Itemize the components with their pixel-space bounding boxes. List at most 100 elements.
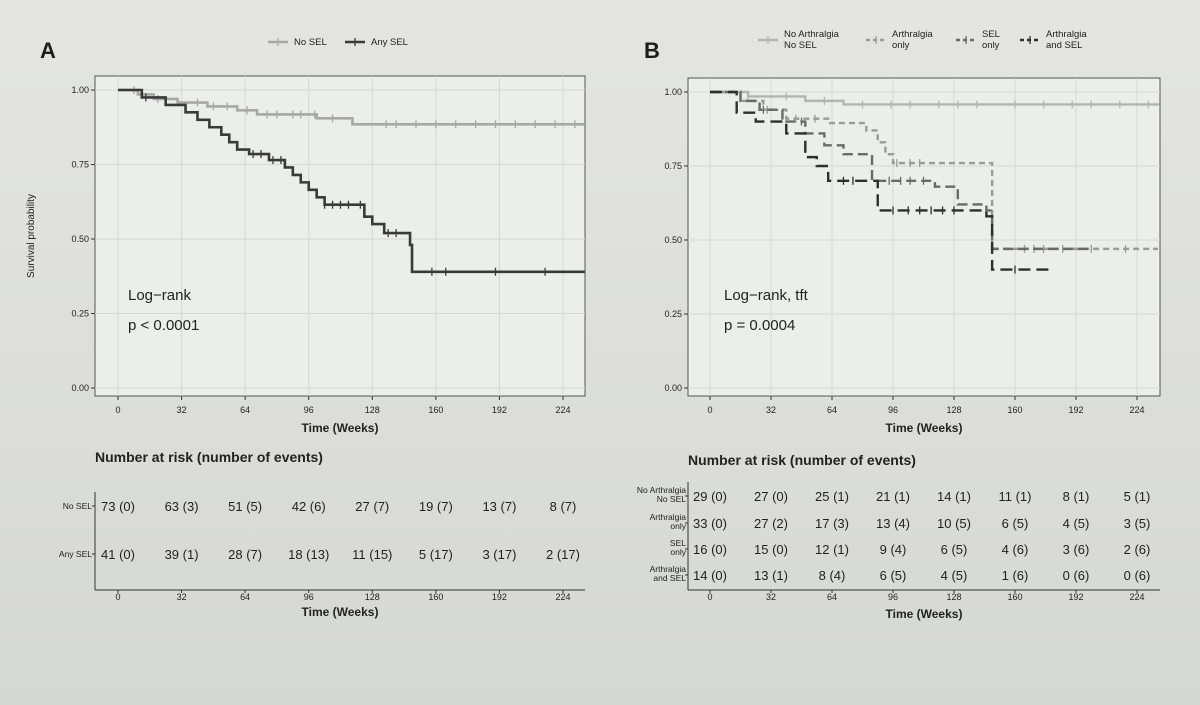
panel-b-risk-value: 14 (1) <box>937 489 971 504</box>
panel-a-risk-x-tick-label: 0 <box>115 592 120 602</box>
panel-a-legend-label: No SEL <box>294 37 327 48</box>
panel-b-legend-label: Arthralgia <box>1046 29 1087 40</box>
panel-a-risk-x-axis-label: Time (Weeks) <box>302 605 379 619</box>
panel-a-risk-value: 5 (17) <box>419 547 453 562</box>
panel-b-risk-table-title: Number at risk (number of events) <box>688 452 916 468</box>
panel-b-x-tick-label: 128 <box>946 405 961 415</box>
panel-b-risk-value: 17 (3) <box>815 516 849 531</box>
panel-a-x-tick-label: 128 <box>365 405 380 415</box>
panel-b-risk-value: 21 (1) <box>876 489 910 504</box>
panel-b-risk-row-label: only <box>670 547 686 557</box>
panel-label-a: A <box>40 38 56 63</box>
panel-a-stats-annotation: p < 0.0001 <box>128 317 199 334</box>
panel-a-risk-x-tick-label: 160 <box>428 592 443 602</box>
panel-b-legend-label: No SEL <box>784 40 817 51</box>
panel-a: A 0.00 0.25 0.50 0.75 1.00 0 32 64 96 128 160 192 22… <box>26 37 586 619</box>
panel-a-risk-x-tick-label: 224 <box>555 592 570 602</box>
panel-b-risk-value: 4 (5) <box>941 568 968 583</box>
panel-b-x-tick-label: 0 <box>707 405 712 415</box>
panel-a-risk-value: 51 (5) <box>228 499 262 514</box>
panel-b-risk-row-label: Arthralgia <box>650 564 687 574</box>
panel-b-plot-area <box>687 77 1161 397</box>
panel-b-risk-value: 3 (5) <box>1124 516 1151 531</box>
panel-a-risk-value: 19 (7) <box>419 499 453 514</box>
panel-b-risk-value: 6 (5) <box>880 568 907 583</box>
panel-b-y-tick-label: 0.25 <box>664 309 682 319</box>
panel-b-risk-x-tick-label: 0 <box>707 592 712 602</box>
panel-b-x-tick-label: 192 <box>1068 405 1083 415</box>
panel-a-risk-value: 13 (7) <box>482 499 516 514</box>
panel-b-y-tick-label: 0.75 <box>664 161 682 171</box>
panel-b-y-tick-label: 0.50 <box>664 235 682 245</box>
panel-b-risk-value: 8 (4) <box>819 568 846 583</box>
panel-b: B 0.00 0.25 0.50 0.75 1.00 0 32 64 96 128 160 192 22… <box>600 0 1200 705</box>
panel-b-risk-value: 29 (0) <box>693 489 727 504</box>
panel-b-risk-value: 27 (2) <box>754 516 788 531</box>
panel-b-risk-row-label: and SEL <box>653 573 686 583</box>
panel-b-risk-value: 11 (1) <box>999 489 1032 504</box>
panel-b-x-tick-label: 96 <box>888 405 898 415</box>
panel-a-risk-value: 39 (1) <box>165 547 199 562</box>
panel-b-risk-value: 0 (6) <box>1124 568 1151 583</box>
panel-a-risk-value: 28 (7) <box>228 547 262 562</box>
panel-b-risk-value: 0 (6) <box>1063 568 1090 583</box>
panel-a-series-line-0 <box>118 88 585 126</box>
panel-b-risk-value: 6 (5) <box>941 542 968 557</box>
panel-b-series-line-3 <box>710 90 1054 271</box>
panel-a-plot-area <box>94 75 586 397</box>
panel-b-legend-label: only <box>982 40 1000 51</box>
panel-a-risk-value: 8 (7) <box>550 499 577 514</box>
panel-a-stats-annotation: Log−rank <box>128 287 191 304</box>
panel-b-risk-value: 14 (0) <box>693 568 727 583</box>
panel-a-risk-value: 11 (15) <box>352 547 392 562</box>
panel-a-y-tick-label: 0.75 <box>71 160 89 170</box>
panel-b-risk-row-label: SEL <box>670 538 686 548</box>
panel-a-risk-x-tick-label: 32 <box>177 592 187 602</box>
panel-a-x-tick-label: 32 <box>177 405 187 415</box>
panel-b-legend-label: No Arthralgia <box>784 29 840 40</box>
panel-a-x-tick-label: 224 <box>555 405 570 415</box>
panel-b-x-axis-label: Time (Weeks) <box>886 421 963 435</box>
panel-a-risk-value: 41 (0) <box>101 547 135 562</box>
panel-a-y-tick-label: 0.25 <box>71 309 89 319</box>
panel-b-risk-value: 3 (6) <box>1063 542 1090 557</box>
panel-b-risk-row-label: only <box>670 521 686 531</box>
panel-b-risk-row-label: No Arthralgia <box>637 485 686 495</box>
panel-b-risk-value: 6 (5) <box>1002 516 1029 531</box>
panel-a-x-tick-label: 160 <box>428 405 443 415</box>
panel-b-x-tick-label: 224 <box>1129 405 1144 415</box>
panel-b-risk-value: 25 (1) <box>815 489 849 504</box>
panel-b-risk-value: 16 (0) <box>693 542 727 557</box>
panel-b-series-line-2 <box>710 90 1092 251</box>
panel-b-x-tick-label: 160 <box>1007 405 1022 415</box>
panel-a-risk-value: 2 (17) <box>546 547 580 562</box>
panel-b-risk-value: 27 (0) <box>754 489 788 504</box>
km-plot-b: 0.00 0.25 0.50 0.75 1.00 0 32 64 96 128 160 192 224 T… <box>637 29 1161 621</box>
panel-b-risk-x-tick-label: 160 <box>1007 592 1022 602</box>
panel-a-legend-label: Any SEL <box>371 37 408 48</box>
panel-a-risk-x-tick-label: 128 <box>365 592 380 602</box>
panel-b-risk-value: 4 (6) <box>1002 542 1029 557</box>
panel-a-risk-value: 3 (17) <box>482 547 516 562</box>
panel-a-y-tick-label: 1.00 <box>71 85 89 95</box>
panel-b-risk-x-tick-label: 128 <box>946 592 961 602</box>
panel-a-risk-value: 18 (13) <box>288 547 329 562</box>
panel-b-risk-row-label: No SEL <box>657 494 687 504</box>
panel-b-risk-value: 2 (6) <box>1124 542 1151 557</box>
panel-b-risk-value: 13 (1) <box>754 568 788 583</box>
panel-a-x-tick-label: 192 <box>492 405 507 415</box>
panel-b-stats-annotation: p = 0.0004 <box>724 317 795 334</box>
panel-a-risk-value: 63 (3) <box>165 499 199 514</box>
panel-b-risk-x-axis-label: Time (Weeks) <box>886 607 963 621</box>
panel-b-risk-x-tick-label: 32 <box>766 592 776 602</box>
panel-b-x-tick-label: 32 <box>766 405 776 415</box>
panel-a-risk-x-tick-label: 96 <box>304 592 314 602</box>
panel-b-risk-value: 33 (0) <box>693 516 727 531</box>
panel-b-risk-value: 12 (1) <box>815 542 849 557</box>
panel-b-risk-x-tick-label: 64 <box>827 592 837 602</box>
panel-b-risk-value: 8 (1) <box>1063 489 1090 504</box>
panel-b-risk-row-label: Arthralgia <box>650 512 687 522</box>
panel-a-x-axis-label: Time (Weeks) <box>302 421 379 435</box>
panel-a-risk-value: 42 (6) <box>292 499 326 514</box>
panel-b-risk-x-tick-label: 224 <box>1129 592 1144 602</box>
